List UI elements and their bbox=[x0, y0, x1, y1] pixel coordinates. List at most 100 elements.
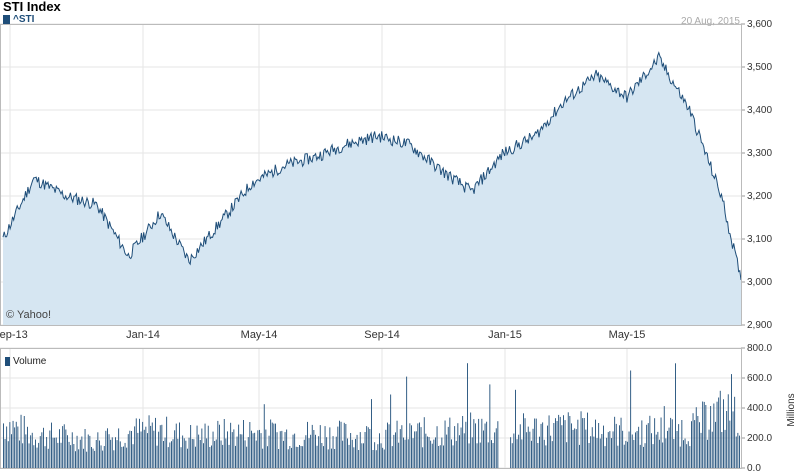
volume-bar bbox=[726, 411, 728, 468]
volume-bar bbox=[583, 418, 585, 468]
volume-bar bbox=[649, 415, 651, 468]
volume-bar bbox=[319, 425, 321, 468]
volume-bar bbox=[239, 434, 241, 468]
volume-bar bbox=[287, 449, 289, 468]
volume-bar bbox=[118, 428, 120, 468]
volume-bar bbox=[447, 426, 449, 468]
volume-bar bbox=[417, 423, 419, 468]
volume-bar bbox=[20, 414, 22, 468]
volume-bar bbox=[699, 422, 700, 468]
volume-bar bbox=[540, 423, 542, 468]
volume-bar bbox=[494, 432, 496, 468]
volume-bar bbox=[251, 430, 252, 468]
legend[interactable]: ^STI bbox=[3, 14, 34, 25]
volume-bar bbox=[572, 429, 574, 468]
volume-bar bbox=[419, 422, 420, 468]
volume-bar bbox=[249, 422, 251, 468]
volume-bar bbox=[459, 435, 460, 468]
volume-bar bbox=[406, 376, 408, 468]
volume-bar bbox=[107, 428, 108, 468]
volume-bar bbox=[655, 434, 657, 468]
volume-bar bbox=[222, 444, 224, 468]
volume-bar bbox=[571, 423, 572, 468]
volume-bar bbox=[212, 431, 214, 468]
volume-bar bbox=[139, 418, 140, 468]
volume-bar bbox=[531, 440, 532, 468]
volume-bar bbox=[307, 421, 308, 468]
volume-bar bbox=[163, 441, 164, 468]
volume-bar bbox=[427, 436, 428, 468]
volume-bar bbox=[204, 423, 206, 468]
volume-bar bbox=[324, 426, 326, 468]
volume-bar bbox=[299, 445, 300, 468]
volume-bar bbox=[75, 451, 76, 468]
volume-bar bbox=[379, 433, 380, 468]
volume-bar bbox=[43, 427, 44, 468]
volume-bar bbox=[675, 363, 676, 468]
volume-bar bbox=[644, 443, 646, 468]
volume-bar bbox=[49, 430, 51, 468]
volume-bar bbox=[57, 442, 59, 468]
volume-bar bbox=[246, 446, 248, 468]
volume-bar bbox=[646, 424, 648, 468]
volume-bar bbox=[548, 415, 550, 468]
volume-bar bbox=[177, 438, 179, 468]
volume-bar bbox=[516, 439, 518, 468]
volume-bar bbox=[183, 438, 185, 468]
volume-bar bbox=[724, 429, 726, 468]
volume-bar bbox=[313, 430, 315, 468]
volume-bar bbox=[534, 418, 536, 468]
volume-bar bbox=[375, 450, 377, 468]
volume-bar bbox=[4, 439, 6, 468]
volume-bar bbox=[99, 440, 100, 468]
volume-bar bbox=[563, 415, 564, 468]
volume-bar bbox=[71, 432, 73, 468]
volume-bar bbox=[585, 429, 587, 468]
volume-bar bbox=[142, 421, 144, 468]
volume-bar bbox=[465, 421, 467, 468]
volume-y-tick-label: 600.0 bbox=[747, 373, 772, 384]
volume-bar bbox=[643, 446, 644, 468]
volume-bar bbox=[547, 425, 548, 468]
volume-bar bbox=[708, 429, 710, 468]
volume-bar bbox=[36, 447, 38, 468]
volume-bar bbox=[399, 429, 401, 468]
x-tick-label: Jan-15 bbox=[488, 329, 522, 341]
volume-bar bbox=[567, 412, 569, 468]
volume-bar bbox=[223, 419, 225, 468]
volume-bar bbox=[463, 433, 465, 468]
volume-bar bbox=[475, 423, 476, 468]
volume-bar bbox=[428, 437, 430, 468]
volume-bar bbox=[158, 431, 160, 468]
volume-bar bbox=[206, 438, 208, 468]
volume-legend[interactable]: Volume bbox=[5, 356, 46, 367]
volume-bar bbox=[335, 436, 337, 468]
volume-bar bbox=[15, 421, 17, 468]
volume-bar bbox=[92, 448, 94, 468]
volume-bar bbox=[51, 422, 52, 468]
volume-bar bbox=[124, 442, 126, 468]
price-y-tick-label: 3,600 bbox=[747, 19, 772, 30]
volume-bar bbox=[596, 438, 598, 468]
volume-bar bbox=[302, 446, 304, 468]
volume-bar bbox=[215, 439, 217, 468]
volume-bar bbox=[31, 432, 33, 468]
volume-bar bbox=[687, 441, 689, 468]
volume-bar bbox=[340, 421, 342, 468]
volume-bar bbox=[619, 425, 620, 468]
volume-bar bbox=[164, 437, 166, 468]
volume-bar bbox=[603, 425, 604, 468]
volume-bar bbox=[361, 443, 363, 468]
volume-bar bbox=[145, 426, 147, 468]
volume-bar bbox=[227, 431, 228, 468]
volume-bar bbox=[526, 432, 528, 468]
volume-bar bbox=[359, 432, 361, 468]
volume-bar bbox=[662, 442, 664, 468]
volume-bar bbox=[513, 433, 515, 468]
volume-bar bbox=[627, 441, 628, 468]
volume-bar bbox=[185, 440, 187, 468]
volume-bar bbox=[371, 399, 372, 468]
volume-bar bbox=[625, 440, 627, 468]
volume-bar bbox=[607, 432, 609, 468]
x-tick-label: May-15 bbox=[609, 329, 646, 341]
